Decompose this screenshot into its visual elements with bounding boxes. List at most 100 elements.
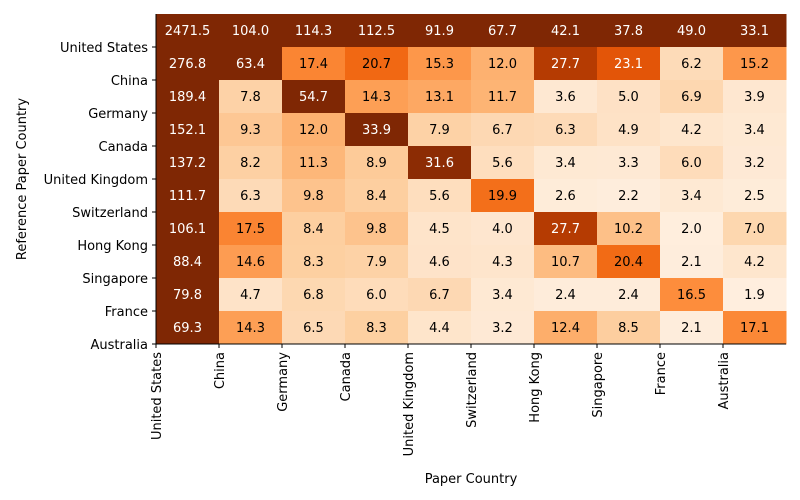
heatmap-cell	[282, 179, 346, 213]
y-tick-label: China	[111, 74, 148, 89]
heatmap-cell	[660, 14, 724, 48]
heatmap-cell	[471, 113, 535, 147]
cell-value-label: 5.6	[429, 189, 450, 204]
cell-value-label: 9.8	[366, 222, 387, 237]
heatmap-cell	[597, 146, 661, 180]
cell-value-label: 8.5	[618, 321, 639, 336]
x-tick-label: Germany	[276, 352, 291, 412]
heatmap-cell	[471, 311, 535, 345]
cell-value-label: 4.5	[429, 222, 450, 237]
heatmap-cells: 2471.5 104.0 114.3 112.5 91.9 67.7 42.1 37.8 49.…	[156, 14, 787, 345]
cell-value-label: 3.9	[744, 90, 765, 105]
y-tick-label: Australia	[90, 338, 148, 353]
cell-value-label: 9.8	[303, 189, 324, 204]
cell-value-label: 6.3	[240, 189, 261, 204]
cell-value-label: 3.3	[618, 156, 639, 171]
cell-value-label: 7.9	[429, 123, 450, 138]
x-tick-label: France	[654, 352, 669, 395]
x-tick-label: United Kingdom	[402, 352, 417, 456]
heatmap-cell	[156, 179, 220, 213]
cell-value-label: 8.9	[366, 156, 387, 171]
heatmap-cell	[471, 80, 535, 114]
y-axis-ticks: United States China Germany Canada United Ki…	[44, 41, 156, 353]
heatmap-cell	[660, 146, 724, 180]
heatmap-cell	[723, 278, 787, 312]
cell-value-label: 14.3	[362, 90, 391, 105]
cell-value-label: 152.1	[169, 123, 206, 138]
cell-value-label: 20.7	[362, 57, 391, 72]
heatmap-cell	[723, 179, 787, 213]
heatmap-cell	[219, 80, 283, 114]
cell-value-label: 6.0	[681, 156, 702, 171]
heatmap-cell	[282, 47, 346, 81]
heatmap-cell	[282, 278, 346, 312]
cell-value-label: 6.5	[303, 321, 324, 336]
heatmap-cell	[723, 113, 787, 147]
cell-value-label: 3.6	[555, 90, 576, 105]
cell-value-label: 9.3	[240, 123, 261, 138]
x-tick-label: Hong Kong	[528, 352, 543, 423]
cell-value-label: 2.1	[681, 321, 702, 336]
heatmap-cell	[534, 311, 598, 345]
heatmap-cell	[345, 311, 409, 345]
heatmap-cell	[723, 146, 787, 180]
cell-value-label: 42.1	[551, 24, 580, 39]
x-tick-label: China	[213, 352, 228, 389]
cell-value-label: 4.7	[240, 288, 261, 303]
heatmap-cell	[723, 80, 787, 114]
x-axis-ticks: United States China Germany Canada United Ki…	[150, 344, 732, 456]
heatmap-cell	[597, 245, 661, 279]
heatmap-cell	[219, 113, 283, 147]
cell-value-label: 7.8	[240, 90, 261, 105]
cell-value-label: 8.3	[366, 321, 387, 336]
cell-value-label: 3.4	[492, 288, 513, 303]
cell-value-label: 112.5	[358, 24, 395, 39]
heatmap-cell	[597, 212, 661, 246]
heatmap-cell	[597, 311, 661, 345]
cell-value-label: 3.4	[555, 156, 576, 171]
cell-value-label: 6.7	[429, 288, 450, 303]
cell-value-label: 2.4	[618, 288, 639, 303]
cell-value-label: 2.5	[744, 189, 765, 204]
cell-value-label: 27.7	[551, 222, 580, 237]
heatmap-cell	[282, 212, 346, 246]
heatmap-cell	[597, 113, 661, 147]
cell-value-label: 3.2	[744, 156, 765, 171]
heatmap-cell	[282, 146, 346, 180]
cell-value-label: 27.7	[551, 57, 580, 72]
cell-value-label: 33.9	[362, 123, 391, 138]
cell-value-label: 15.2	[740, 57, 769, 72]
cell-value-label: 49.0	[677, 24, 706, 39]
heatmap-cell	[471, 212, 535, 246]
cell-value-label: 54.7	[299, 90, 328, 105]
heatmap-cell	[408, 311, 472, 345]
heatmap-cell	[345, 80, 409, 114]
heatmap-cell	[660, 278, 724, 312]
cell-value-label: 4.6	[429, 255, 450, 270]
heatmap-cell	[408, 212, 472, 246]
y-axis-title: Reference Paper Country	[15, 98, 30, 260]
heatmap-cell	[156, 311, 220, 345]
cell-value-label: 31.6	[425, 156, 454, 171]
heatmap-cell	[534, 179, 598, 213]
heatmap-cell	[597, 278, 661, 312]
heatmap-cell	[408, 245, 472, 279]
heatmap-cell	[345, 245, 409, 279]
cell-value-label: 91.9	[425, 24, 454, 39]
cell-value-label: 111.7	[169, 189, 206, 204]
heatmap-cell	[408, 146, 472, 180]
cell-value-label: 7.0	[744, 222, 765, 237]
cell-value-label: 6.3	[555, 123, 576, 138]
heatmap-cell	[534, 14, 598, 48]
cell-value-label: 276.8	[169, 57, 206, 72]
heatmap-cell	[534, 278, 598, 312]
cell-value-label: 106.1	[169, 222, 206, 237]
heatmap-cell	[408, 278, 472, 312]
cell-value-label: 69.3	[173, 321, 202, 336]
heatmap-cell	[345, 113, 409, 147]
cell-value-label: 11.3	[299, 156, 328, 171]
heatmap-cell	[660, 245, 724, 279]
cell-value-label: 7.9	[366, 255, 387, 270]
heatmap-cell	[156, 245, 220, 279]
